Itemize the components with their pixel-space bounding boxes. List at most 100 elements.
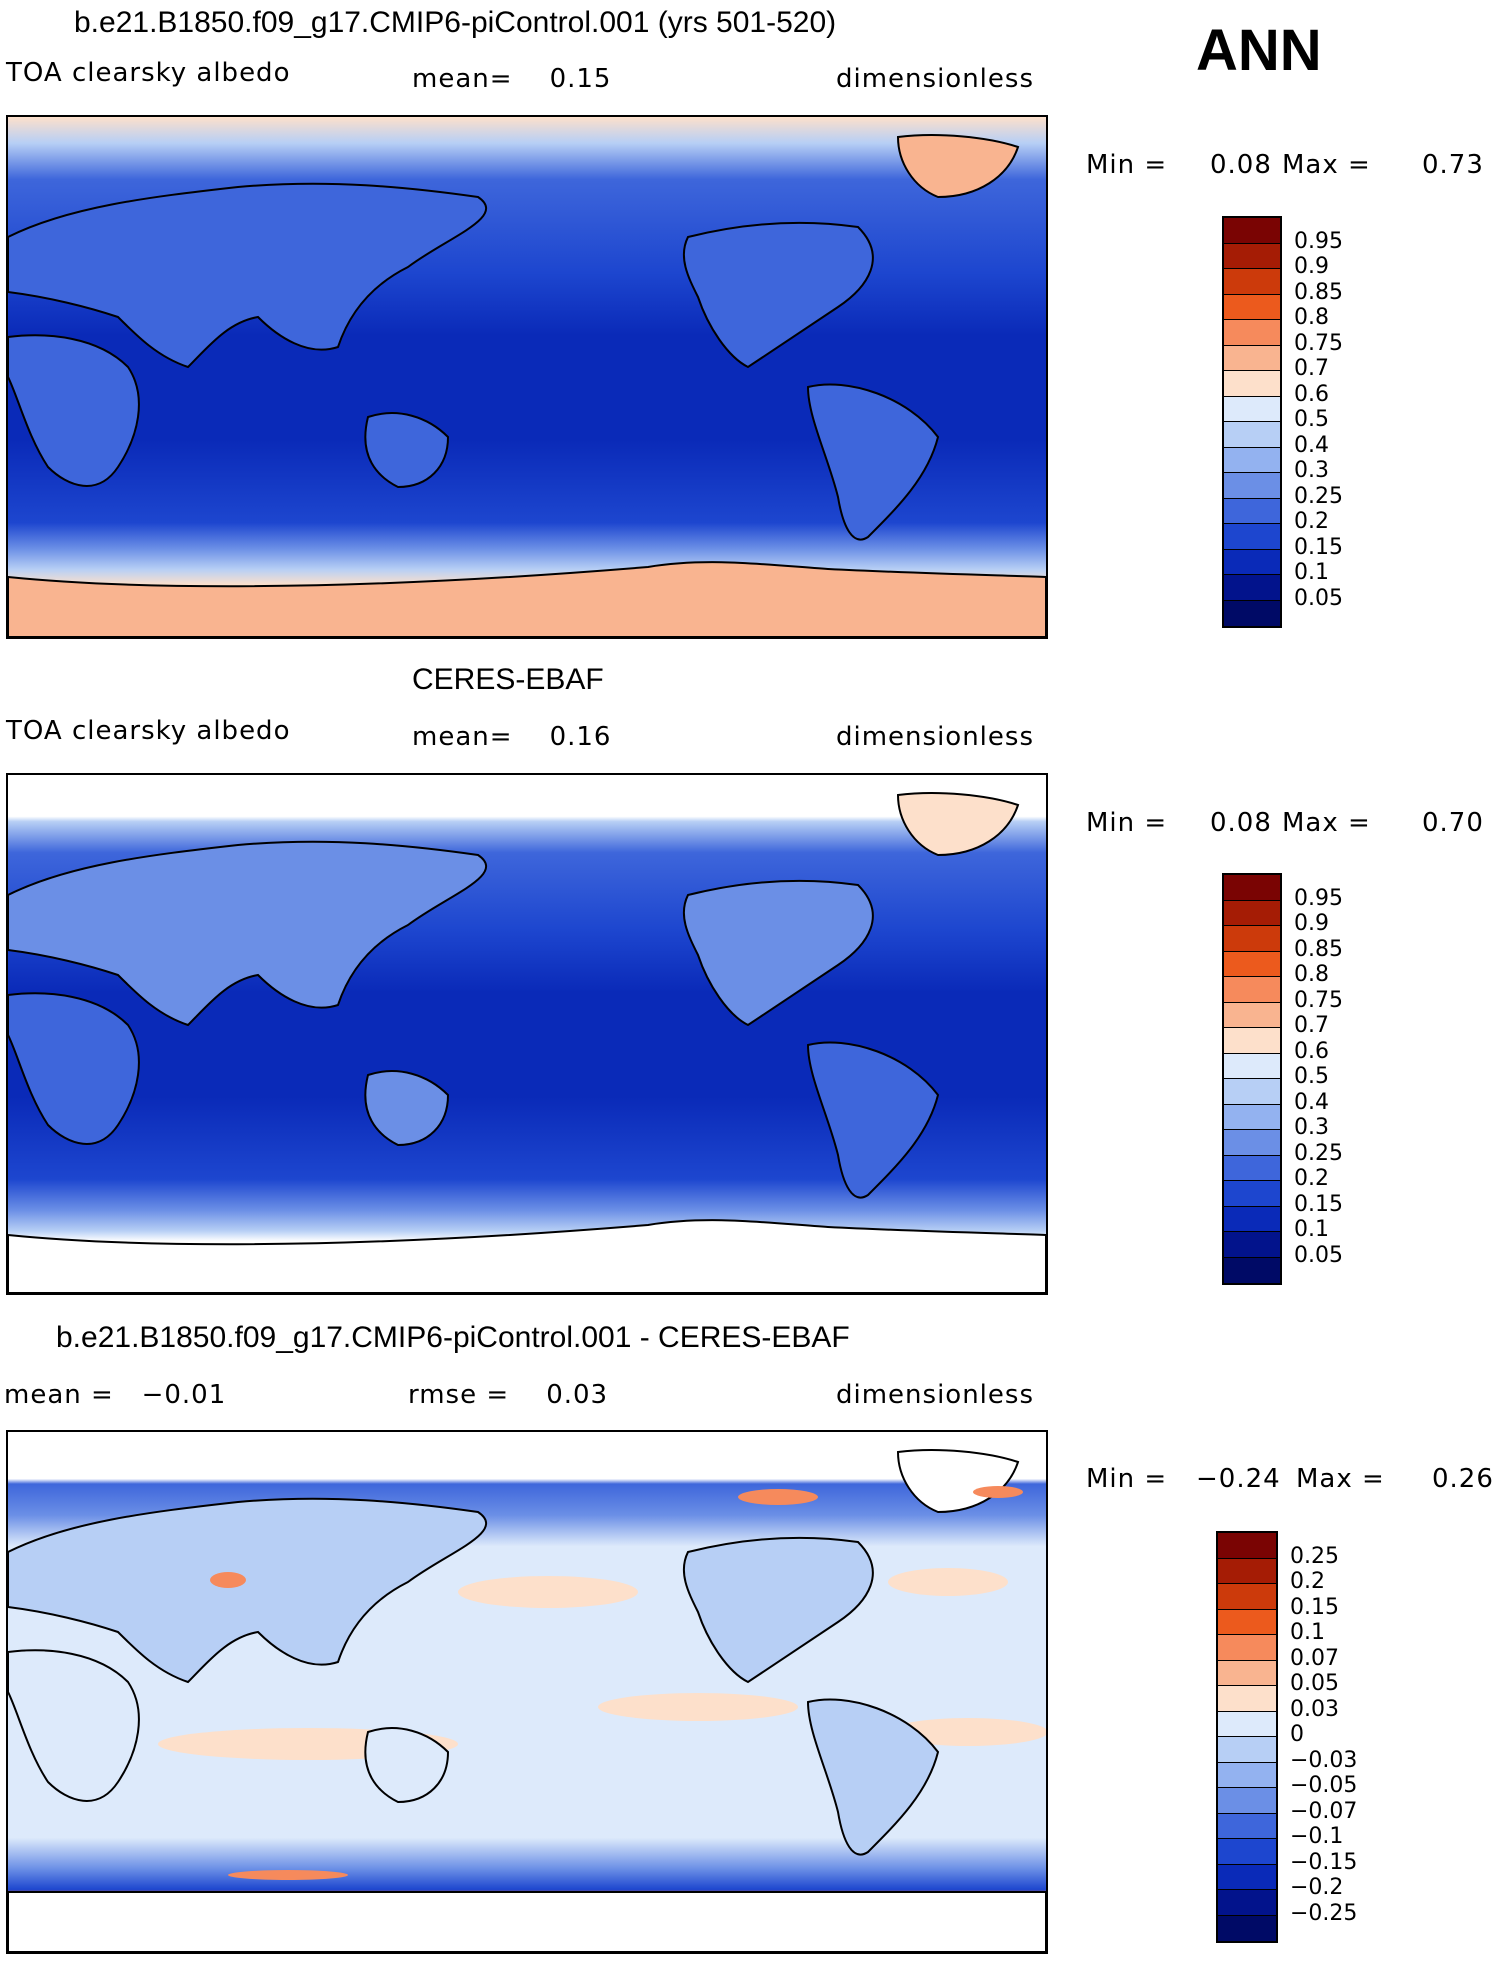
panel2-variable-label: TOA clearsky albedo	[6, 716, 291, 746]
colorbar-swatch	[1224, 1232, 1280, 1258]
colorbar-tick-label: 0.3	[1294, 1115, 1329, 1140]
panel3-units-label: dimensionless	[836, 1380, 1034, 1410]
season-label: ANN	[1196, 18, 1322, 83]
colorbar-swatch	[1224, 1053, 1280, 1079]
colorbar-swatch	[1218, 1584, 1276, 1610]
colorbar-swatch	[1224, 498, 1280, 524]
panel2-title: CERES-EBAF	[412, 663, 604, 696]
colorbar-swatch	[1224, 600, 1280, 626]
colorbar-swatch	[1218, 1737, 1276, 1763]
colorbar-tick-label: 0.8	[1294, 305, 1329, 330]
panel1-min-value: 0.08	[1210, 150, 1272, 180]
colorbar-swatch	[1224, 1002, 1280, 1028]
colorbar-swatch	[1218, 1635, 1276, 1661]
colorbar-swatch	[1218, 1533, 1276, 1559]
colorbar-swatch	[1218, 1686, 1276, 1712]
colorbar-tick-label: 0.03	[1290, 1696, 1339, 1722]
panel2-colorbar	[1222, 873, 1282, 1285]
colorbar-tick-label: 0.2	[1294, 509, 1329, 534]
colorbar-tick-label: 0.1	[1294, 1217, 1329, 1242]
panel1-max-value: 0.73	[1422, 150, 1484, 180]
colorbar-swatch	[1224, 218, 1280, 244]
colorbar-tick-label: 0.4	[1294, 432, 1329, 458]
colorbar-tick-label: −0.15	[1290, 1849, 1358, 1875]
colorbar-swatch	[1224, 371, 1280, 397]
panel2-min-label: Min =	[1086, 808, 1168, 838]
colorbar-tick-label: 0.25	[1294, 483, 1343, 509]
colorbar-tick-label: −0.07	[1290, 1798, 1358, 1824]
colorbar-swatch	[1218, 1915, 1276, 1941]
colorbar-tick-label: −0.03	[1290, 1747, 1358, 1773]
panel1-colorbar	[1222, 216, 1282, 628]
colorbar-swatch	[1224, 549, 1280, 575]
panel2-units-label: dimensionless	[836, 722, 1034, 752]
colorbar-swatch	[1224, 524, 1280, 550]
panel1-map	[6, 115, 1048, 639]
colorbar-swatch	[1224, 422, 1280, 448]
colorbar-tick-label: 0.15	[1294, 1191, 1343, 1217]
colorbar-tick-label: 0.75	[1294, 987, 1343, 1013]
colorbar-tick-label: 0.5	[1294, 1064, 1329, 1089]
colorbar-swatch	[1224, 926, 1280, 952]
panel1-max-label: Max =	[1282, 150, 1371, 180]
colorbar-tick-label: 0.05	[1294, 585, 1343, 611]
panel3-map-svg	[8, 1432, 1046, 1952]
panel2-mean-label: mean= 0.16	[412, 722, 612, 752]
colorbar-tick-label: 0.95	[1294, 885, 1343, 911]
panel1-map-svg	[8, 117, 1046, 637]
colorbar-swatch	[1218, 1788, 1276, 1814]
colorbar-tick-label: 0.05	[1290, 1671, 1339, 1696]
colorbar-tick-label: 0.3	[1294, 458, 1329, 483]
colorbar-swatch	[1224, 575, 1280, 601]
panel2-map-svg	[8, 775, 1046, 1293]
colorbar-swatch	[1218, 1711, 1276, 1737]
colorbar-swatch	[1224, 447, 1280, 473]
colorbar-swatch	[1224, 900, 1280, 926]
colorbar-tick-label: 0.85	[1294, 936, 1343, 962]
colorbar-swatch	[1224, 977, 1280, 1003]
colorbar-swatch	[1218, 1839, 1276, 1865]
colorbar-swatch	[1224, 1028, 1280, 1054]
colorbar-tick-label: 0.1	[1294, 560, 1329, 585]
panel3-map	[6, 1430, 1048, 1954]
colorbar-tick-label: 0.75	[1294, 330, 1343, 356]
colorbar-tick-label: 0.15	[1290, 1594, 1339, 1620]
panel1-mean-label: mean= 0.15	[412, 64, 612, 94]
colorbar-swatch	[1224, 294, 1280, 320]
panel1-units-label: dimensionless	[836, 64, 1034, 94]
colorbar-tick-label: 0.9	[1294, 254, 1329, 279]
colorbar-tick-label: 0.6	[1294, 381, 1329, 407]
panel2-max-value: 0.70	[1422, 808, 1484, 838]
panel2-min-value: 0.08	[1210, 808, 1272, 838]
colorbar-swatch	[1218, 1609, 1276, 1635]
colorbar-tick-label: 0.15	[1294, 534, 1343, 560]
panel3-max-label: Max =	[1296, 1464, 1385, 1494]
colorbar-tick-label: −0.2	[1290, 1875, 1344, 1900]
colorbar-swatch	[1218, 1890, 1276, 1916]
colorbar-tick-label: 0.4	[1294, 1089, 1329, 1115]
colorbar-tick-label: 0.7	[1294, 356, 1329, 381]
colorbar-tick-label: 0.85	[1294, 279, 1343, 305]
panel2-map	[6, 773, 1048, 1295]
colorbar-swatch	[1224, 875, 1280, 901]
colorbar-swatch	[1224, 1206, 1280, 1232]
colorbar-swatch	[1224, 473, 1280, 499]
colorbar-tick-label: 0.07	[1290, 1645, 1339, 1671]
colorbar-swatch	[1224, 951, 1280, 977]
colorbar-tick-label: −0.05	[1290, 1773, 1358, 1798]
colorbar-tick-label: 0.2	[1290, 1569, 1325, 1594]
colorbar-swatch	[1224, 269, 1280, 295]
colorbar-swatch	[1224, 243, 1280, 269]
colorbar-swatch	[1224, 396, 1280, 422]
colorbar-swatch	[1224, 1104, 1280, 1130]
colorbar-swatch	[1218, 1762, 1276, 1788]
panel3-mean-label: mean = −0.01	[4, 1380, 227, 1410]
colorbar-tick-label: 0.5	[1294, 407, 1329, 432]
colorbar-swatch	[1224, 1130, 1280, 1156]
colorbar-swatch	[1224, 320, 1280, 346]
panel3-colorbar	[1216, 1531, 1278, 1943]
colorbar-swatch	[1224, 1155, 1280, 1181]
colorbar-swatch	[1224, 345, 1280, 371]
panel1-variable-label: TOA clearsky albedo	[6, 58, 291, 88]
colorbar-tick-label: −0.25	[1290, 1900, 1358, 1926]
